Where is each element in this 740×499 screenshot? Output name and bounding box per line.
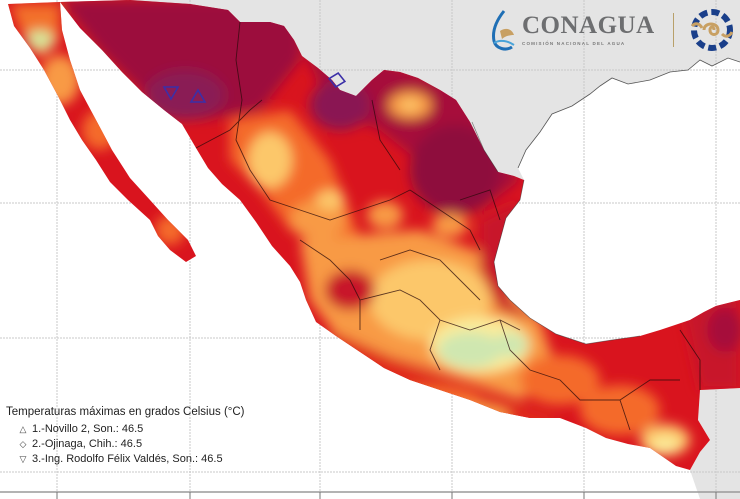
legend-item: ◇ 2.-Ojinaga, Chih.: 46.5 xyxy=(6,437,245,452)
triangle-down-icon: ▽ xyxy=(19,454,27,464)
conagua-logo: CONAGUA COMISIÓN NACIONAL DEL AGUA xyxy=(490,6,734,54)
org-name: CONAGUA xyxy=(522,12,655,39)
usa-land xyxy=(0,0,740,180)
station-markers xyxy=(162,72,347,103)
legend-item-label: 1.-Novillo 2, Son.: 46.5 xyxy=(32,423,144,435)
triangle-up-icon: △ xyxy=(19,424,27,434)
legend-item: △ 1.-Novillo 2, Son.: 46.5 xyxy=(6,422,245,437)
triangle-down-icon xyxy=(162,86,180,101)
org-subtitle: COMISIÓN NACIONAL DEL AGUA xyxy=(522,41,626,46)
legend-item-label: 2.-Ojinaga, Chih.: 46.5 xyxy=(32,438,143,450)
water-drop-icon xyxy=(492,10,515,51)
diamond-icon xyxy=(327,72,347,88)
legend-item: ▽ 3.-Ing. Rodolfo Félix Valdés, Son.: 46… xyxy=(6,452,245,467)
diamond-icon: ◇ xyxy=(19,439,27,449)
logo-separator xyxy=(672,13,674,47)
semarnat-logo-icon xyxy=(690,9,734,51)
legend-title: Temperaturas máximas en grados Celsius (… xyxy=(6,406,245,418)
guatemala-land xyxy=(690,388,740,499)
triangle-up-icon xyxy=(189,88,207,103)
map-legend: Temperaturas máximas en grados Celsius (… xyxy=(6,405,245,467)
legend-item-label: 3.-Ing. Rodolfo Félix Valdés, Son.: 46.5 xyxy=(32,453,223,465)
